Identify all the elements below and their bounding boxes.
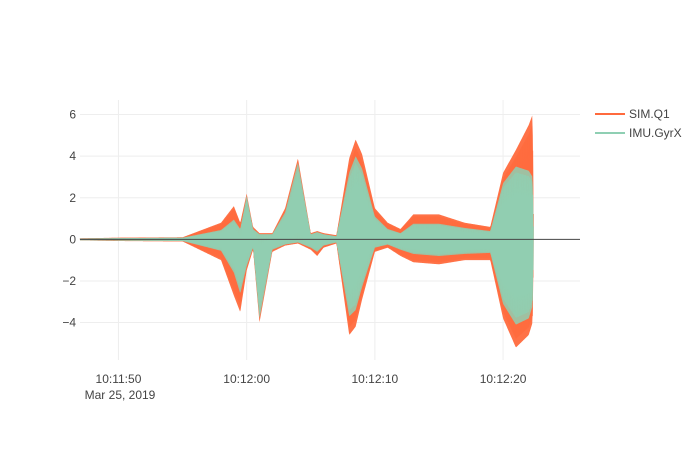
plot-area — [79, 115, 534, 348]
x-tick-label: 10:11:50 — [96, 372, 142, 386]
series-line — [79, 162, 534, 318]
x-tick-label: 10:12:10 — [352, 372, 399, 386]
y-tick-label: 2 — [69, 191, 76, 205]
y-tick-label: 4 — [69, 149, 76, 163]
y-tick-label: −2 — [62, 274, 76, 288]
y-axis: −4 −2 0 2 4 6 — [62, 108, 76, 330]
legend-label: SIM.Q1 — [629, 107, 670, 121]
y-tick-label: 6 — [69, 108, 76, 122]
y-tick-label: −4 — [62, 316, 76, 330]
x-date-label: Mar 25, 2019 — [85, 388, 156, 402]
legend-item[interactable]: SIM.Q1 — [595, 107, 670, 121]
legend-item[interactable]: IMU.GyrX — [595, 126, 682, 140]
x-tick-label: 10:12:20 — [480, 372, 527, 386]
legend-label: IMU.GyrX — [629, 126, 682, 140]
legend[interactable]: SIM.Q1 IMU.GyrX — [595, 107, 682, 140]
y-tick-label: 0 — [69, 232, 76, 246]
x-tick-label: 10:12:00 — [223, 372, 270, 386]
x-axis: Mar 25, 2019 10:11:50 10:12:00 10:12:10 10:… — [85, 372, 527, 402]
